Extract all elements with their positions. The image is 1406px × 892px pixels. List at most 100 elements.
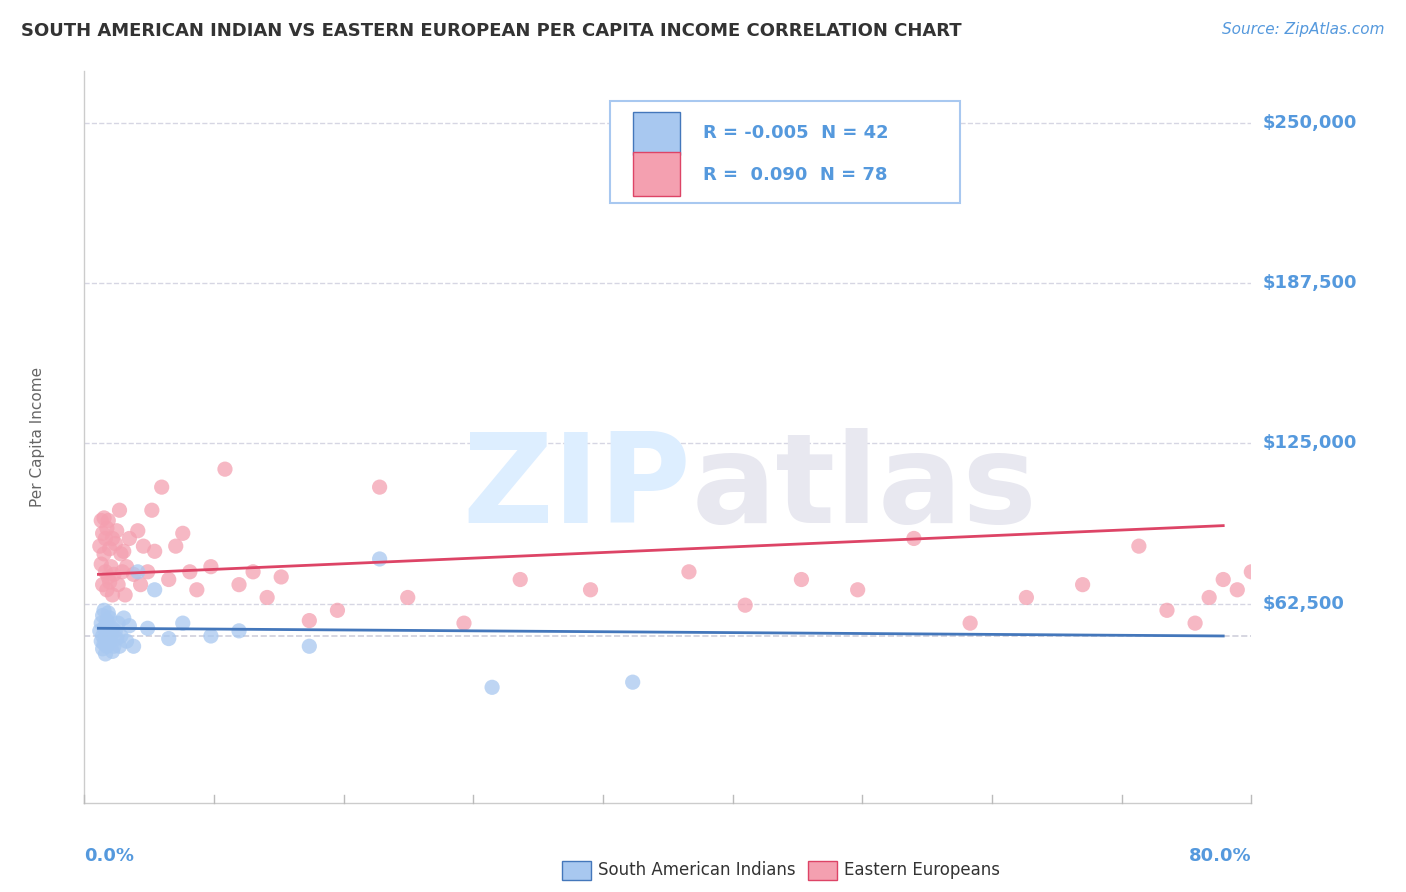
Point (1339, 577, 1361, 591)
Point (97, 514, 120, 528)
Point (94, 618, 117, 632)
Point (326, 603, 349, 617)
Text: 0.0%: 0.0% (84, 847, 135, 864)
Point (165, 539, 187, 553)
Point (150, 480, 173, 494)
Point (157, 632, 180, 646)
Point (734, 598, 756, 612)
Point (1156, 603, 1178, 617)
Point (1310, 539, 1333, 553)
Point (1296, 591, 1319, 605)
Point (122, 639, 145, 653)
Point (91, 608, 114, 623)
Point (94, 565, 117, 579)
Point (101, 621, 124, 635)
Point (132, 539, 155, 553)
Point (96, 521, 118, 535)
Point (396, 591, 419, 605)
Point (1324, 565, 1347, 579)
Point (172, 616, 194, 631)
Point (101, 644, 124, 658)
Point (186, 582, 208, 597)
Point (1184, 616, 1206, 631)
Point (90, 514, 112, 528)
Point (1268, 577, 1291, 591)
Point (93, 547, 115, 561)
Text: $187,500: $187,500 (1263, 274, 1358, 292)
Point (228, 624, 250, 638)
Point (93, 621, 115, 635)
Point (93, 603, 115, 617)
Point (104, 624, 127, 638)
Point (111, 565, 134, 579)
Point (110, 629, 132, 643)
Point (100, 559, 122, 574)
Point (98, 575, 121, 590)
Text: $125,000: $125,000 (1263, 434, 1357, 452)
Point (101, 588, 124, 602)
Text: Per Capita Income: Per Capita Income (30, 367, 45, 508)
Bar (633, 152, 679, 195)
Text: atlas: atlas (692, 428, 1038, 549)
Point (172, 526, 194, 541)
Point (1212, 573, 1234, 587)
Point (141, 503, 163, 517)
Point (1240, 565, 1263, 579)
Point (93, 637, 115, 651)
Point (98, 611, 121, 625)
Point (96, 614, 118, 628)
Point (1128, 539, 1150, 553)
Text: Eastern Europeans: Eastern Europeans (844, 861, 1000, 879)
Point (200, 559, 222, 574)
Point (228, 577, 250, 591)
Text: SOUTH AMERICAN INDIAN VS EASTERN EUROPEAN PER CAPITA INCOME CORRELATION CHART: SOUTH AMERICAN INDIAN VS EASTERN EUROPEA… (21, 22, 962, 40)
Text: Source: ZipAtlas.com: Source: ZipAtlas.com (1222, 22, 1385, 37)
Point (107, 577, 129, 591)
Point (91, 526, 114, 541)
FancyBboxPatch shape (610, 101, 960, 203)
Point (242, 565, 264, 579)
Point (959, 616, 981, 631)
Point (114, 588, 136, 602)
Point (1254, 552, 1277, 566)
Text: ZIP: ZIP (463, 428, 692, 549)
Point (93, 511, 115, 525)
Point (1282, 573, 1305, 587)
Point (298, 639, 321, 653)
Point (481, 681, 503, 695)
Point (256, 591, 278, 605)
Point (1226, 582, 1249, 597)
Point (1071, 577, 1094, 591)
Point (97, 606, 120, 620)
Point (179, 565, 201, 579)
Point (136, 621, 159, 635)
Point (621, 38, 644, 53)
Point (91, 629, 114, 643)
Point (790, 573, 813, 587)
Point (91, 641, 114, 656)
Bar (633, 112, 679, 155)
Text: South American Indians: South American Indians (598, 861, 796, 879)
Point (143, 544, 166, 558)
Point (621, 675, 644, 690)
Point (105, 632, 128, 646)
Text: 80.0%: 80.0% (1188, 847, 1251, 864)
Point (108, 503, 131, 517)
Point (122, 567, 145, 582)
Point (90, 634, 112, 648)
Point (98, 541, 121, 556)
Text: $250,000: $250,000 (1263, 113, 1357, 132)
Point (112, 611, 135, 625)
Point (103, 567, 125, 582)
Point (115, 634, 138, 648)
Point (127, 565, 149, 579)
Point (903, 532, 925, 546)
Point (118, 532, 141, 546)
Point (89, 624, 111, 638)
Text: R = -0.005  N = 42: R = -0.005 N = 42 (703, 124, 889, 142)
Point (1015, 591, 1038, 605)
Point (298, 614, 321, 628)
Point (143, 582, 166, 597)
Point (110, 547, 132, 561)
Point (97, 570, 120, 584)
